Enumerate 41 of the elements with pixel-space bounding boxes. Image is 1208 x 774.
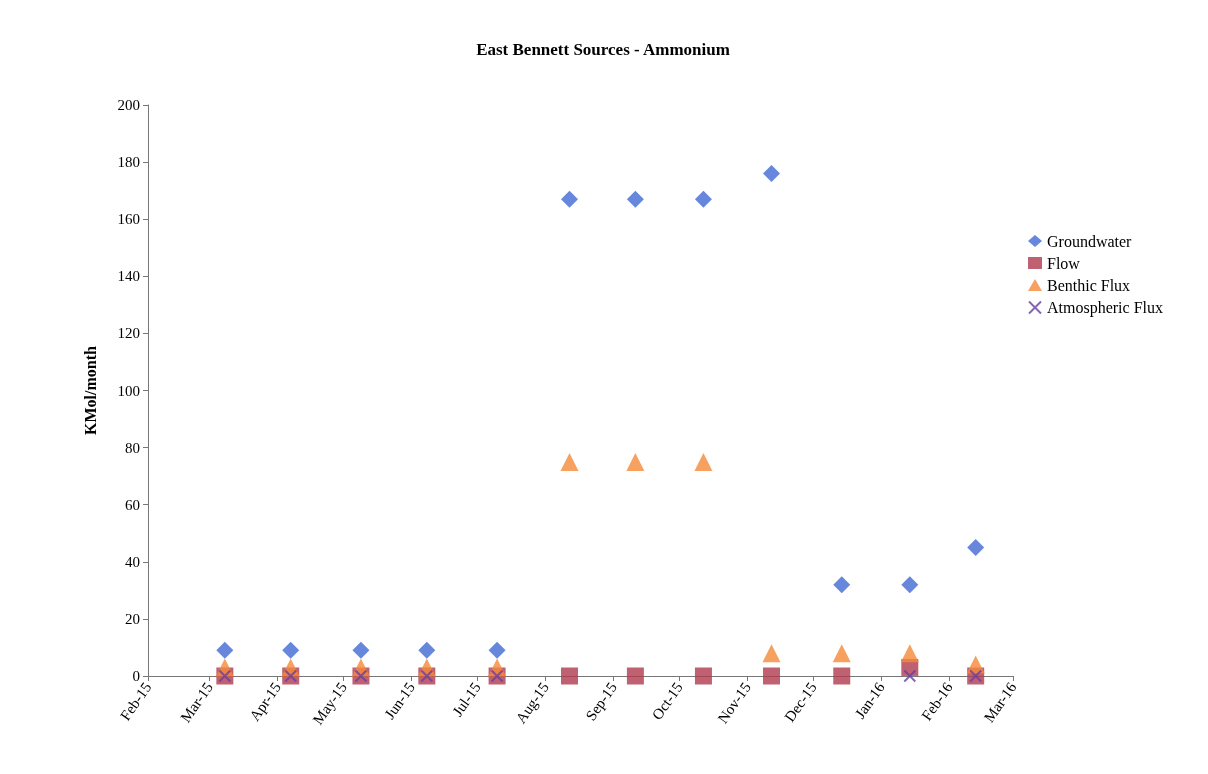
- point: [282, 641, 300, 659]
- y-tick-label: 200: [117, 97, 140, 113]
- y-tick-label: 40: [125, 553, 140, 570]
- y-tick-label: 100: [117, 382, 140, 399]
- point: [626, 452, 645, 471]
- point: [561, 667, 579, 685]
- point: [762, 644, 781, 663]
- legend-label: Groundwater: [1047, 232, 1133, 250]
- point: [901, 576, 919, 594]
- y-tick-label: 80: [125, 439, 140, 456]
- point: [560, 452, 579, 471]
- legend-label: Benthic Flux: [1047, 276, 1131, 294]
- y-tick-label: 60: [125, 496, 140, 513]
- point: [352, 641, 370, 659]
- point: [832, 644, 851, 663]
- point: [694, 667, 712, 685]
- point: [561, 190, 579, 208]
- point: [418, 641, 436, 659]
- point: [694, 452, 713, 471]
- point: [694, 190, 712, 208]
- point: [216, 641, 234, 659]
- point: [763, 667, 780, 685]
- y-tick-label: 180: [117, 154, 140, 171]
- y-tick-label: 140: [117, 268, 140, 285]
- chart-title: East Bennett Sources - Ammonium: [476, 40, 730, 59]
- point: [900, 644, 919, 663]
- y-tick-label: 20: [125, 610, 140, 627]
- point: [488, 641, 506, 659]
- point: [833, 576, 851, 594]
- y-tick-label: 160: [117, 211, 140, 228]
- point: [763, 165, 780, 183]
- y-tick-label: 120: [117, 325, 140, 342]
- point: [833, 667, 851, 685]
- legend-label: Atmospheric Flux: [1047, 299, 1164, 317]
- legend-label: Flow: [1047, 254, 1081, 272]
- y-tick-label: 0: [132, 668, 140, 684]
- y-axis-title: KMol/month: [81, 345, 99, 435]
- point: [967, 539, 985, 557]
- point: [626, 667, 644, 685]
- point: [626, 190, 644, 208]
- point: [903, 669, 917, 683]
